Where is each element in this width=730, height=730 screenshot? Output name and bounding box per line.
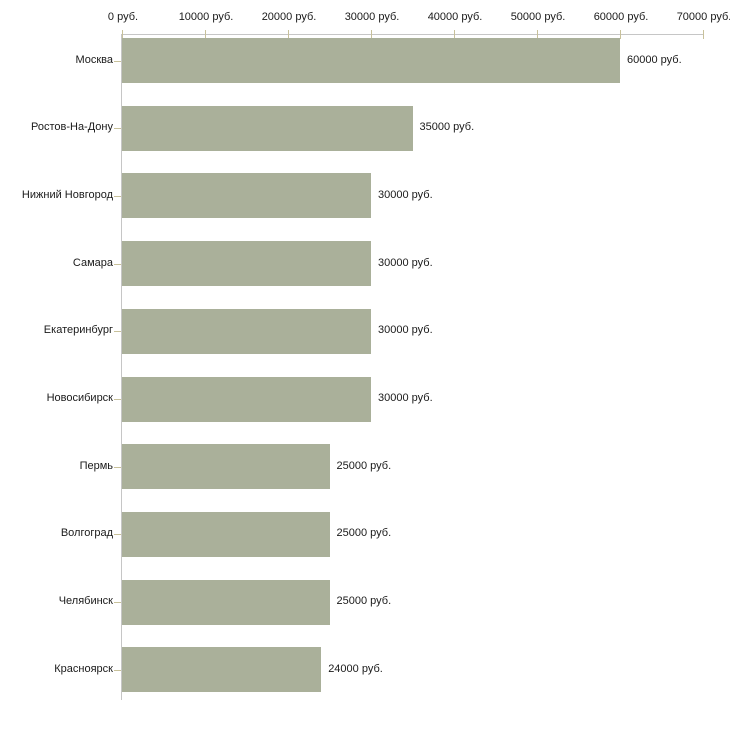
y-tick: [114, 61, 121, 62]
y-tick: [114, 602, 121, 603]
category-label: Красноярск: [54, 662, 113, 675]
x-tick: [122, 30, 123, 39]
x-tick-label: 30000 руб.: [344, 11, 400, 23]
x-tick-label: 10000 руб.: [178, 11, 234, 23]
bar: [122, 38, 620, 83]
bar: [122, 173, 371, 219]
y-tick: [114, 196, 121, 197]
x-tick-label: 60000 руб.: [593, 11, 649, 23]
bar: [122, 105, 413, 151]
value-label: 25000 руб.: [336, 527, 392, 540]
x-axis-line: [122, 34, 703, 35]
y-tick: [114, 128, 121, 129]
bar: [122, 579, 330, 625]
y-tick: [114, 264, 121, 265]
bar: [122, 647, 322, 693]
value-label: 30000 руб.: [378, 188, 433, 201]
x-tick-label: 0 руб.: [107, 11, 139, 23]
x-tick: [288, 30, 289, 39]
x-tick: [454, 30, 455, 39]
category-label: Волгоград: [60, 527, 113, 540]
x-tick: [703, 30, 704, 39]
y-tick: [114, 399, 121, 400]
category-label: Пермь: [79, 459, 113, 472]
category-label: Самара: [72, 256, 113, 269]
y-tick: [114, 670, 121, 671]
value-label: 60000 руб.: [627, 53, 682, 66]
x-tick-label: 50000 руб.: [510, 11, 566, 23]
bar: [122, 241, 371, 287]
x-tick-label: 70000 руб.: [676, 11, 730, 23]
y-axis-line: [121, 34, 122, 700]
bar: [122, 444, 330, 490]
value-label: 25000 руб.: [336, 595, 392, 608]
category-label: Москва: [75, 53, 113, 66]
category-label: Новосибирск: [46, 392, 113, 404]
x-tick-label: 20000 руб.: [261, 11, 317, 23]
bar: [122, 376, 371, 422]
value-label: 30000 руб.: [378, 256, 433, 269]
category-label: Нижний Новгород: [21, 188, 113, 201]
y-tick: [114, 534, 121, 535]
x-tick: [205, 30, 206, 39]
bar: [122, 308, 371, 354]
value-label: 30000 руб.: [378, 392, 433, 404]
value-label: 35000 руб.: [419, 121, 475, 134]
bar: [122, 511, 330, 557]
y-tick: [114, 467, 121, 468]
y-tick: [114, 331, 121, 332]
category-label: Ростов-На-Дону: [30, 121, 113, 134]
x-tick: [537, 30, 538, 39]
x-tick: [371, 30, 372, 39]
category-label: Екатеринбург: [43, 324, 113, 337]
x-tick: [620, 30, 621, 39]
x-tick-label: 40000 руб.: [427, 11, 483, 23]
value-label: 30000 руб.: [378, 324, 433, 337]
value-label: 24000 руб.: [328, 662, 383, 675]
category-label: Челябинск: [58, 595, 113, 608]
value-label: 25000 руб.: [336, 459, 392, 472]
